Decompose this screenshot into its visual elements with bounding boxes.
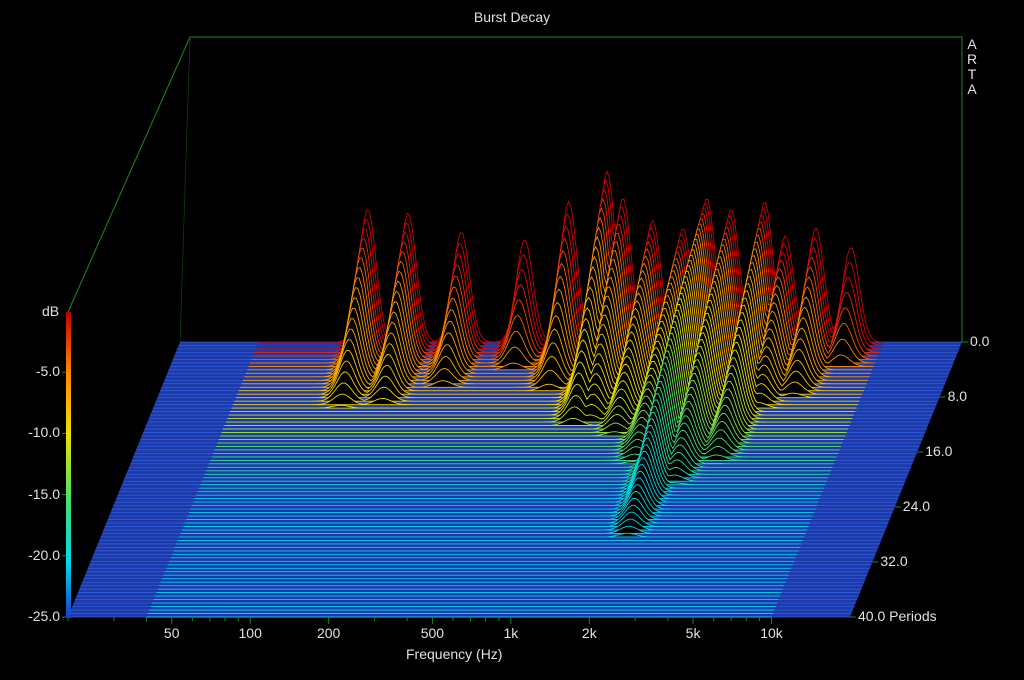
decay-surface (68, 169, 962, 618)
decay-slice (186, 497, 812, 520)
decay-slice (203, 418, 829, 479)
y-tick-label: 40.0 Periods (858, 608, 937, 624)
decay-slice (196, 450, 822, 496)
decay-slice (181, 518, 807, 531)
decay-slice (206, 405, 832, 472)
decay-slice (191, 470, 817, 507)
decay-slice (187, 491, 813, 517)
z-tick-label: -15.0 (28, 485, 60, 502)
x-tick-label: 1k (503, 625, 519, 641)
z-tick-label: -10.0 (28, 424, 60, 441)
color-scale-bar (66, 312, 71, 618)
decay-slice (197, 444, 823, 493)
z-tick-label: -20.0 (28, 546, 60, 563)
decay-slice (200, 431, 826, 486)
decay-slice (194, 457, 820, 500)
decay-slice (179, 532, 805, 538)
decay-slice (207, 399, 833, 468)
decay-slice (198, 437, 824, 489)
decay-slice (193, 464, 819, 503)
y-tick-label: 24.0 (902, 498, 931, 514)
x-tick-label: 100 (238, 625, 262, 641)
decay-slice (204, 412, 830, 475)
decay-slice (201, 424, 827, 482)
decay-slice (190, 477, 816, 510)
x-tick-label: 200 (316, 625, 341, 641)
y-tick-label: 32.0 (880, 553, 908, 569)
decay-slice (183, 511, 809, 527)
x-tick-label: 2k (581, 625, 597, 641)
x-tick-label: 5k (685, 625, 701, 641)
chart-title: Burst Decay (473, 9, 551, 25)
box-back-edge (179, 36, 191, 343)
x-tick-label: 10k (760, 625, 783, 641)
x-tick-label: 50 (163, 625, 180, 641)
decay-slice (180, 525, 806, 534)
y-tick-label: 8.0 (947, 388, 968, 404)
decay-slice (184, 504, 810, 524)
y-tick-label: 0.0 (970, 333, 990, 349)
x-axis-ticks (67, 617, 773, 624)
z-axis-label: dB (42, 303, 60, 319)
y-axis-ticks (850, 341, 968, 618)
z-tick-label: -5.0 (35, 363, 60, 380)
decay-slice (189, 484, 815, 514)
y-tick-label: 16.0 (925, 443, 953, 459)
x-tick-label: 500 (420, 625, 445, 641)
x-axis-label: Frequency (Hz) (406, 646, 503, 662)
z-tick-label: -25.0 (28, 608, 60, 624)
